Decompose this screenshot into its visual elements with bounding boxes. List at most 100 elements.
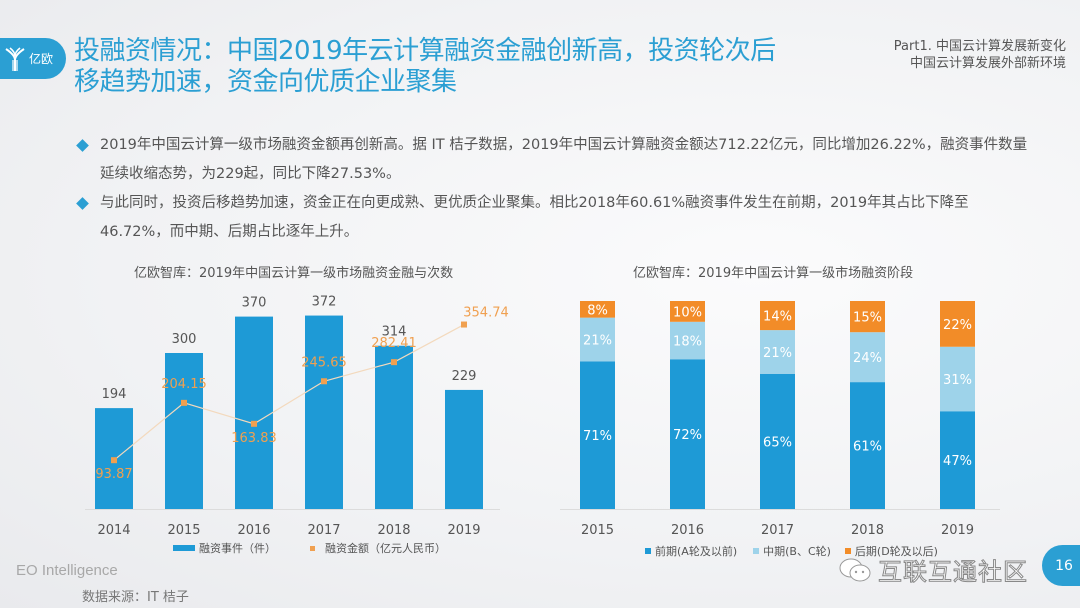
bar-value-label: 194 <box>102 387 127 402</box>
stack-segment-2015-0 <box>580 361 615 509</box>
amount-value-label: 282.41 <box>371 336 417 351</box>
segment-label: 61% <box>853 440 882 455</box>
legend-label: 融资事件（件） <box>199 542 276 555</box>
x-tick-label: 2018 <box>377 523 410 538</box>
legend-item-mid: 中期(B、C轮) <box>753 543 831 559</box>
segment-label: 71% <box>583 429 612 444</box>
x-tick-label: 2016 <box>237 523 270 538</box>
amount-value-label: 163.83 <box>231 431 277 446</box>
x-tick-label: 2019 <box>447 523 480 538</box>
legend-item-late: 后期(D轮及以后) <box>844 543 938 559</box>
segment-label: 10% <box>673 305 702 320</box>
segment-label: 8% <box>587 303 608 318</box>
legend-swatch-bar <box>173 545 195 551</box>
section-label: Part1. 中国云计算发展新变化 中国云计算发展外部新环境 <box>894 38 1066 72</box>
right-chart: 71% 21% 8% 2015 72% 18% 10% 2016 65% 21% 14% 2017 61… <box>560 301 1000 538</box>
x-tick-label: 2016 <box>671 523 704 538</box>
bullet-item: 与此同时，投资后移趋势加速，资金正在向更成熟、更优质企业聚集。相比2018年60… <box>76 189 1036 247</box>
stack-segment-2017-2 <box>760 301 795 331</box>
brand-footer: EO Intelligence <box>16 562 118 579</box>
stack-segment-2015-2 <box>580 301 615 318</box>
segment-label: 31% <box>943 373 972 388</box>
amount-value-label: 245.65 <box>301 355 347 370</box>
bar-2016 <box>235 316 273 509</box>
segment-label: 47% <box>943 454 972 469</box>
stack-segment-2018-1 <box>850 332 885 383</box>
section-label-line-1: Part1. 中国云计算发展新变化 <box>893 39 1066 54</box>
bullet-item: 2019年中国云计算一级市场融资金额再创新高。据 IT 桔子数据，2019年中国… <box>76 131 1036 189</box>
right-chart-title: 亿欧智库：2019年中国云计算一级市场融资阶段 <box>633 266 914 281</box>
x-tick-label: 2015 <box>167 523 200 538</box>
x-tick-label: 2017 <box>307 523 340 538</box>
stack-segment-2016-1 <box>670 321 705 360</box>
segment-label: 24% <box>853 351 882 366</box>
title-line-2: 移趋势加速，资金向优质企业聚集 <box>74 67 457 97</box>
amount-value-label: 204.15 <box>161 377 207 392</box>
x-tick-label: 2019 <box>941 523 974 538</box>
legend-label: 中期(B、C轮) <box>763 545 831 558</box>
title-line-1: 投融资情况：中国2019年云计算融资金融创新高，投资轮次后 <box>74 36 776 66</box>
stack-segment-2019-1 <box>940 346 975 412</box>
legend-item-amount: 融资金额（亿元人民币） <box>310 540 446 556</box>
stack-segment-2017-0 <box>760 373 795 509</box>
bar-value-label: 229 <box>452 369 477 384</box>
legend-label: 融资金额（亿元人民币） <box>325 542 446 555</box>
yiou-tree-icon <box>5 46 25 71</box>
amount-line <box>113 324 465 461</box>
amount-marker-2018 <box>391 359 397 366</box>
legend-swatch <box>645 548 651 554</box>
segment-label: 21% <box>763 346 792 361</box>
bar-2018 <box>375 345 413 509</box>
segment-label: 72% <box>673 428 702 443</box>
page-title: 投融资情况：中国2019年云计算融资金融创新高，投资轮次后 移趋势加速，资金向优… <box>74 36 776 98</box>
amount-marker-2016 <box>251 420 257 427</box>
bar-2015 <box>165 353 203 509</box>
legend-item-events: 融资事件（件） <box>173 540 276 556</box>
legend-item-early: 前期(A轮及以前) <box>645 543 737 559</box>
amount-value-label: 93.87 <box>95 467 132 482</box>
amount-value-label: 354.74 <box>463 306 509 321</box>
bullet-text: 与此同时，投资后移趋势加速，资金正在向更成熟、更优质企业聚集。相比2018年60… <box>100 195 969 240</box>
stack-segment-2018-2 <box>850 301 885 333</box>
segment-label: 21% <box>583 333 612 348</box>
amount-marker-2015 <box>181 399 187 406</box>
legend-label: 前期(A轮及以前) <box>655 545 738 558</box>
bullet-list: 2019年中国云计算一级市场融资金额再创新高。据 IT 桔子数据，2019年中国… <box>76 131 1036 247</box>
wechat-icon <box>839 558 871 581</box>
stack-segment-2017-1 <box>760 330 795 374</box>
segment-label: 15% <box>853 311 882 326</box>
x-tick-label: 2015 <box>581 523 614 538</box>
x-tick-label: 2017 <box>761 523 794 538</box>
segment-label: 14% <box>763 310 792 325</box>
left-legend: 融资事件（件） 融资金额（亿元人民币） <box>173 540 446 556</box>
left-chart: 194 2014 300 2015 370 2016 372 2017 314 2018 229 20… <box>85 295 509 538</box>
segment-label: 22% <box>943 318 972 333</box>
page-number: 16 <box>1042 545 1080 586</box>
stack-segment-2015-1 <box>580 317 615 362</box>
bar-value-label: 300 <box>172 332 197 347</box>
data-source: 数据来源：IT 桔子 <box>82 590 189 605</box>
yiou-logo: 亿欧 <box>0 38 66 79</box>
bar-2017 <box>305 315 343 509</box>
legend-swatch <box>753 548 760 554</box>
bar-value-label: 314 <box>382 325 407 340</box>
segment-label: 18% <box>673 335 702 350</box>
right-legend: 前期(A轮及以前) 中期(B、C轮) 后期(D轮及以后) <box>645 543 938 559</box>
x-tick-label: 2018 <box>851 523 884 538</box>
segment-label: 65% <box>763 435 792 450</box>
stack-segment-2016-0 <box>670 359 705 509</box>
bar-value-label: 370 <box>242 296 267 311</box>
watermark-text: 互联互通社区 <box>878 558 1028 587</box>
stack-segment-2019-2 <box>940 301 975 347</box>
bar-value-label: 372 <box>312 295 337 310</box>
stack-segment-2018-0 <box>850 382 885 509</box>
legend-swatch <box>844 548 851 554</box>
amount-marker-2017 <box>321 378 327 385</box>
amount-marker-2014 <box>111 457 117 464</box>
amount-marker-2019 <box>461 321 467 328</box>
legend-label: 后期(D轮及以后) <box>854 545 938 558</box>
bullet-text: 2019年中国云计算一级市场融资金额再创新高。据 IT 桔子数据，2019年中国… <box>100 137 1028 182</box>
stack-segment-2019-0 <box>940 411 975 509</box>
section-label-line-2: 中国云计算发展外部新环境 <box>909 56 1066 71</box>
